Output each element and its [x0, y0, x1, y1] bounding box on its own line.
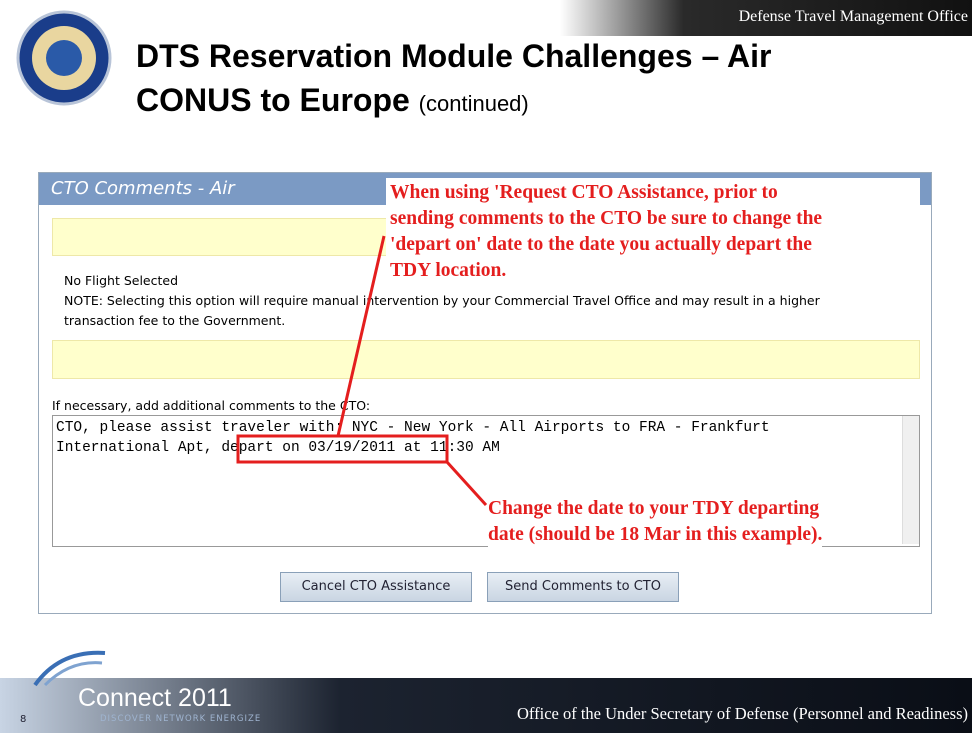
cancel-button[interactable]: Cancel CTO Assistance — [280, 572, 472, 602]
note: NOTE: Selecting this option will require… — [64, 293, 820, 308]
title-line2: CONUS to Europe (continued) — [136, 82, 529, 119]
annotation-line: When using 'Request CTO Assistance, prio… — [390, 182, 778, 203]
send-button[interactable]: Send Comments to CTO — [487, 572, 679, 602]
connect-logo — [33, 650, 106, 687]
title-suffix: (continued) — [418, 91, 529, 116]
top-band — [560, 0, 972, 36]
yellow-bar — [52, 340, 920, 379]
office: Office of the Under Secretary of Defense… — [517, 704, 968, 723]
annotation-line: Change the date to your TDY departing — [488, 498, 820, 519]
comment-text: at 11:30 AM — [395, 440, 500, 456]
annotation-line: 'depart on' date to the date you actuall… — [390, 234, 812, 255]
annotation-box — [386, 178, 920, 288]
org-name: Defense Travel Management Office — [738, 8, 968, 25]
annotation-line: date (should be 18 Mar in this example). — [488, 524, 823, 545]
note: transaction fee to the Government. — [64, 313, 286, 328]
scrollbar[interactable] — [902, 416, 919, 544]
comment-date: depart on 03/19/2011 — [221, 440, 396, 456]
title-main: CONUS to Europe — [136, 82, 410, 118]
annotation-bottom: Change the date to your TDY departing dat… — [488, 496, 823, 548]
annotation-line: sending comments to the CTO be sure to c… — [390, 208, 823, 229]
comments-label: If necessary, add additional comments to… — [52, 398, 371, 413]
page-number: 8 — [20, 714, 27, 725]
annotation-line: TDY location. — [390, 260, 507, 281]
comment-text: CTO, please assist traveler with: NYC - … — [56, 420, 770, 436]
annotation-top: When using 'Request CTO Assistance, prio… — [390, 180, 822, 284]
tagline: DISCOVER NETWORK ENERGIZE — [100, 714, 262, 724]
seal — [16, 10, 112, 106]
comment-text: International Apt, depart on 03/19/2011 … — [56, 440, 500, 456]
no-flight: No Flight Selected — [64, 273, 179, 288]
comment-text: International Apt, — [56, 440, 222, 456]
title-line1: DTS Reservation Module Challenges – Air — [136, 38, 772, 74]
brand: Connect 2011 — [78, 684, 232, 712]
footer — [0, 678, 972, 733]
